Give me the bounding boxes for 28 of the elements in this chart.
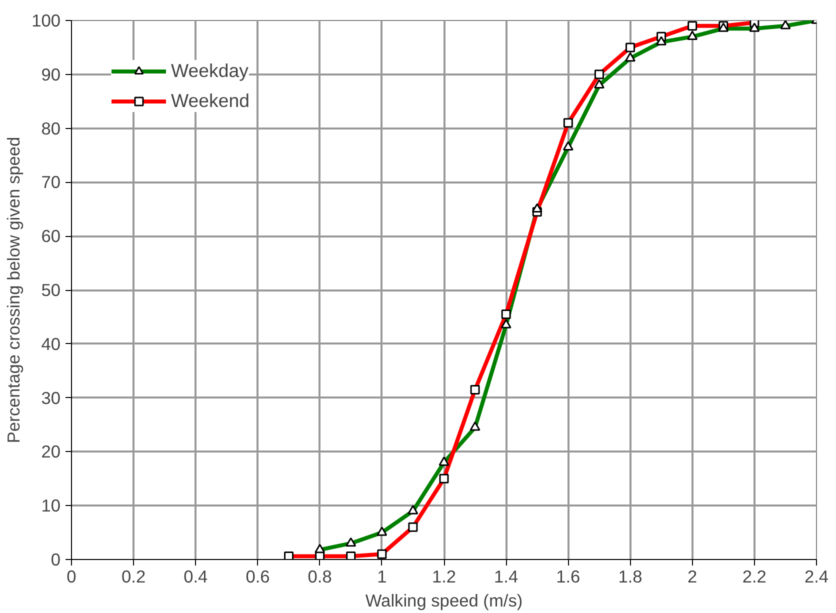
x-tick-label: 0.8 bbox=[308, 566, 332, 586]
y-tick-label: 80 bbox=[41, 118, 61, 138]
legend-label: Weekday bbox=[171, 60, 248, 82]
y-tick-label: 90 bbox=[41, 64, 61, 84]
x-tick-label: 2 bbox=[688, 566, 698, 586]
x-tick-label: 1.6 bbox=[556, 566, 580, 586]
y-tick-label: 30 bbox=[41, 388, 61, 408]
x-axis-title: Walking speed (m/s) bbox=[365, 590, 523, 610]
y-tick-label: 40 bbox=[41, 334, 61, 354]
y-tick-label: 100 bbox=[32, 10, 61, 30]
y-tick-label: 10 bbox=[41, 496, 61, 516]
legend-label: Weekend bbox=[171, 90, 250, 112]
y-tick-label: 60 bbox=[41, 226, 61, 246]
x-tick-label: 0 bbox=[66, 566, 76, 586]
x-tick-label: 1 bbox=[377, 566, 387, 586]
x-tick-label: 2.2 bbox=[742, 566, 766, 586]
y-tick-label: 50 bbox=[41, 280, 61, 300]
y-tick-label: 20 bbox=[41, 442, 61, 462]
y-tick-label: 70 bbox=[41, 172, 61, 192]
x-tick-label: 1.2 bbox=[432, 566, 456, 586]
y-tick-label: 0 bbox=[50, 550, 61, 570]
x-tick-label: 0.2 bbox=[122, 566, 146, 586]
y-axis-title: Percentage crossing below given speed bbox=[4, 136, 24, 444]
x-tick-label: 1.8 bbox=[618, 566, 642, 586]
x-tick-label: 0.4 bbox=[184, 566, 208, 586]
x-tick-label: 0.6 bbox=[246, 566, 270, 586]
x-tick-label: 1.4 bbox=[494, 566, 518, 586]
x-tick-label: 2.4 bbox=[804, 566, 829, 586]
